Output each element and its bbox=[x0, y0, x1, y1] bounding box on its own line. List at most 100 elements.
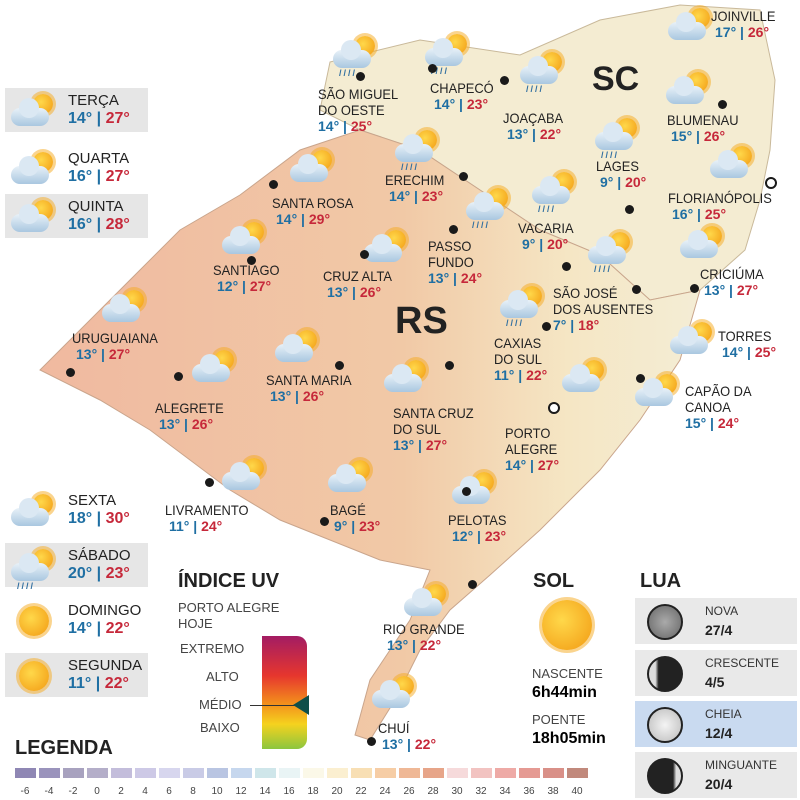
legend-tick: 2 bbox=[118, 786, 124, 797]
max-temp: 20° bbox=[547, 236, 569, 252]
sun-cloud-icon bbox=[11, 94, 57, 130]
city-name: PELOTAS bbox=[448, 512, 507, 528]
legend-tick: 10 bbox=[211, 786, 223, 797]
sun-cloud-rain-icon: //// bbox=[333, 36, 379, 78]
city-name: TORRES bbox=[718, 328, 772, 344]
max-temp: 22° bbox=[414, 736, 437, 752]
capital-marker bbox=[765, 177, 777, 189]
sun-cloud-rain-icon: //// bbox=[588, 232, 634, 274]
sun-cloud-icon bbox=[404, 584, 450, 620]
city-temps: 11° | 22° bbox=[494, 367, 548, 383]
legend-tick: -2 bbox=[68, 786, 78, 797]
forecast-day: SEGUNDA bbox=[68, 657, 143, 674]
moon-icon bbox=[647, 758, 683, 794]
uv-level-baixo: BAIXO bbox=[200, 720, 240, 735]
sun-cloud-icon bbox=[670, 322, 716, 358]
sun-cloud-icon bbox=[290, 150, 336, 186]
min-temp: 14° bbox=[722, 344, 744, 360]
legend-swatch bbox=[375, 768, 396, 778]
sun-cloud-rain-icon: //// bbox=[425, 34, 471, 76]
legend-swatch bbox=[519, 768, 540, 778]
sun-cloud-rain-icon: //// bbox=[466, 188, 512, 230]
legend-tick: -4 bbox=[44, 786, 54, 797]
max-temp: 27° bbox=[537, 457, 560, 473]
uv-level-alto: ALTO bbox=[206, 669, 239, 684]
forecast-day: QUARTA bbox=[68, 150, 130, 167]
sun-cloud-icon bbox=[192, 350, 238, 386]
city-name: SÃO JOSÉ bbox=[553, 285, 618, 301]
legend-swatch bbox=[111, 768, 132, 778]
city-name: SÃO MIGUEL bbox=[318, 86, 399, 102]
city-marker bbox=[174, 372, 183, 381]
min-temp: 13° bbox=[76, 346, 98, 362]
sun-icon bbox=[11, 659, 57, 695]
max-temp: 22° bbox=[526, 367, 548, 383]
legend-tick: 38 bbox=[547, 786, 559, 797]
legend-tick: 6 bbox=[166, 786, 172, 797]
min-temp: 16° bbox=[672, 206, 694, 222]
max-temp: 27° bbox=[425, 437, 448, 453]
max-temp: 25° bbox=[754, 344, 777, 360]
uv-subtitle-city: PORTO ALEGRE bbox=[178, 600, 280, 615]
moon-phase-crescente: CRESCENTE 4/5 bbox=[635, 650, 797, 696]
moon-phase-name: NOVA bbox=[705, 604, 739, 618]
city-temps: 14° | 25° bbox=[318, 118, 373, 134]
city-temps: 15° | 26° bbox=[671, 128, 726, 144]
forecast-temps: 18° | 30° bbox=[68, 510, 130, 527]
city-name: FUNDO bbox=[428, 254, 474, 270]
legend-swatch bbox=[87, 768, 108, 778]
min-temp: 13° bbox=[387, 637, 409, 653]
legend-swatch bbox=[63, 768, 84, 778]
city-name: PORTO bbox=[505, 425, 551, 441]
city-name: CHAPECÓ bbox=[430, 80, 494, 96]
min-temp: 13° bbox=[428, 270, 450, 286]
legend-tick: -6 bbox=[20, 786, 30, 797]
city-temps: 9° | 23° bbox=[334, 518, 381, 534]
city-marker bbox=[636, 374, 645, 383]
sun-cloud-rain-icon: //// bbox=[500, 286, 546, 328]
moon-phase-cheia: CHEIA 12/4 bbox=[635, 701, 797, 747]
legend-swatch bbox=[423, 768, 444, 778]
forecast-day: SÁBADO bbox=[68, 547, 131, 564]
city-temps: 14° | 23° bbox=[389, 188, 444, 204]
uv-level-medio: MÉDIO bbox=[199, 697, 242, 712]
min-temp: 9° bbox=[600, 174, 614, 190]
legend-swatch bbox=[135, 768, 156, 778]
min-temp: 9° bbox=[334, 518, 348, 534]
city-name: CAPÃO DA bbox=[685, 383, 752, 399]
city-marker bbox=[690, 284, 699, 293]
sun-cloud-icon bbox=[11, 494, 57, 530]
forecast-domingo: DOMINGO 14° | 22° bbox=[5, 598, 148, 642]
city-temps: 9° | 20° bbox=[522, 236, 569, 252]
city-name: LIVRAMENTO bbox=[165, 502, 249, 518]
sun-cloud-rain-icon: //// bbox=[532, 172, 578, 214]
rs-state-shape bbox=[39, 129, 701, 741]
max-temp: 27° bbox=[108, 346, 131, 362]
legend-tick: 8 bbox=[190, 786, 196, 797]
legend-swatch bbox=[303, 768, 324, 778]
max-temp: 23° bbox=[484, 528, 507, 544]
moon-icon bbox=[647, 707, 683, 743]
legend-swatch bbox=[183, 768, 204, 778]
min-temp: 11° bbox=[169, 518, 190, 534]
max-temp: 18° bbox=[578, 317, 600, 333]
city-temps: 12° | 23° bbox=[452, 528, 507, 544]
sun-cloud-icon bbox=[562, 360, 608, 396]
city-name: URUGUAIANA bbox=[72, 330, 158, 346]
city-marker bbox=[66, 368, 75, 377]
max-temp: 20° bbox=[625, 174, 647, 190]
sun-cloud-icon bbox=[668, 8, 714, 44]
forecast-day: SEXTA bbox=[68, 492, 117, 509]
city-name: CAXIAS bbox=[494, 335, 542, 351]
city-name: BAGÉ bbox=[330, 502, 366, 518]
city-marker bbox=[320, 517, 329, 526]
legend-swatch bbox=[279, 768, 300, 778]
min-temp: 11° bbox=[494, 367, 515, 383]
sun-cloud-rain-icon: //// bbox=[520, 52, 566, 94]
city-name: CRICIÚMA bbox=[700, 266, 764, 282]
forecast-sábado: //// SÁBADO 20° | 23° bbox=[5, 543, 148, 591]
sun-cloud-icon bbox=[222, 458, 268, 494]
legend-tick: 36 bbox=[523, 786, 535, 797]
min-temp: 14° bbox=[505, 457, 527, 473]
